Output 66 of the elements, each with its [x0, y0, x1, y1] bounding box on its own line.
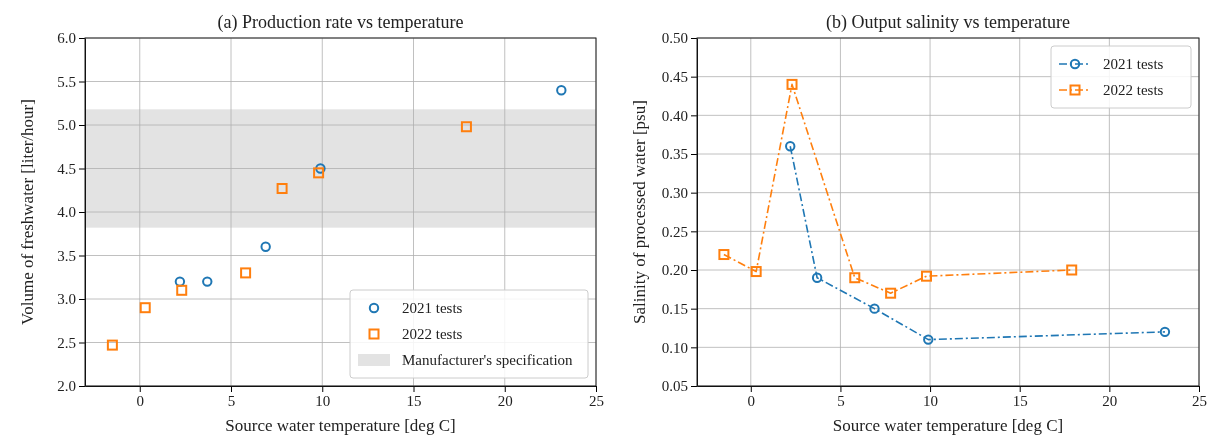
x-tick-label: 10: [923, 392, 939, 409]
x-tick-label: 15: [406, 392, 422, 409]
point: [869, 303, 880, 314]
point: [556, 85, 567, 96]
x-tick-label: 0: [747, 392, 756, 409]
point: [849, 272, 861, 284]
point: [313, 167, 325, 179]
y-tick-label: 0.15: [661, 300, 688, 317]
x-tick-label: 15: [1012, 392, 1028, 409]
y-tick-label: 0.50: [661, 30, 688, 47]
legend-label: 2021 tests: [402, 300, 463, 316]
x-tick-label: 0: [136, 392, 144, 409]
point: [315, 163, 326, 174]
legend-label: Manufacturer's specification: [402, 352, 574, 368]
point: [276, 183, 288, 195]
point: [1159, 326, 1171, 338]
point: [1066, 264, 1078, 276]
y-tick-label: 0.25: [661, 223, 688, 240]
chart-title: (a) Production rate vs temperature: [217, 12, 464, 33]
point: [176, 284, 188, 296]
point: [260, 241, 271, 252]
y-tick-label: 0.45: [661, 68, 688, 85]
x-tick-label: 20: [1102, 392, 1118, 409]
y-tick-label: 2.5: [57, 334, 76, 351]
y-tick-label: 5.5: [57, 73, 76, 90]
x-tick-label: 5: [837, 392, 845, 409]
y-tick-label: 0.40: [661, 107, 688, 124]
y-tick-label: 4.5: [57, 160, 76, 177]
point: [139, 302, 151, 314]
point: [885, 287, 897, 299]
y-tick-label: 0.20: [661, 262, 688, 279]
legend-label: 2022 tests: [402, 326, 463, 342]
y-tick-label: 4.0: [57, 204, 76, 221]
x-tick-label: 25: [1192, 392, 1207, 409]
point: [786, 78, 798, 90]
x-tick-label: 20: [497, 392, 513, 409]
y-tick-label: 5.0: [57, 117, 76, 134]
point: [811, 272, 823, 283]
x-axis-title: Source water temperature [deg C]: [225, 416, 456, 435]
point: [718, 249, 730, 261]
x-tick-label: 25: [589, 392, 604, 409]
x-axis-title: Source water temperature [deg C]: [832, 416, 1064, 435]
y-tick-label: 2.0: [57, 378, 76, 395]
point: [750, 266, 762, 278]
y-tick-label: 0.05: [661, 378, 688, 395]
y-tick-label: 3.5: [57, 247, 76, 264]
point: [785, 141, 796, 152]
legend-label: 2022 tests: [1103, 82, 1164, 98]
point: [923, 334, 934, 345]
x-tick-label: 10: [315, 392, 331, 409]
x-tick-label: 5: [227, 392, 236, 409]
y-axis-title: Salinity of processed water [psu]: [630, 100, 649, 324]
point: [460, 121, 472, 133]
y-tick-label: 0.30: [661, 184, 688, 201]
chart-title: (b) Output salinity vs temperature: [826, 12, 1070, 33]
legend-label: 2021 tests: [1103, 56, 1164, 72]
y-tick-label: 6.0: [57, 30, 76, 47]
y-tick-label: 3.0: [57, 291, 76, 308]
y-tick-label: 0.35: [661, 146, 688, 163]
y-axis-title: Volume of freshwater [liter/hour]: [18, 99, 37, 325]
point: [106, 339, 118, 351]
point: [202, 276, 213, 287]
point: [920, 270, 932, 282]
y-tick-label: 0.10: [661, 339, 688, 356]
point: [174, 276, 186, 287]
point: [240, 267, 252, 279]
